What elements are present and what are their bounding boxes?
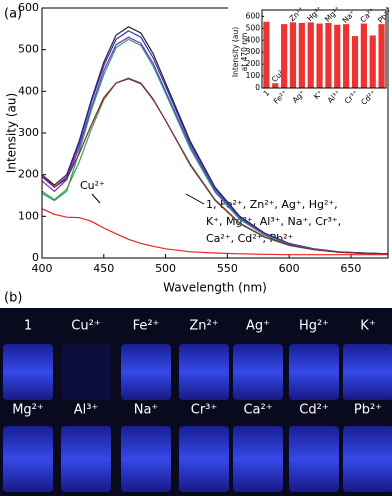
x-tick-label: 450: [93, 262, 114, 275]
y-tick-label: 300: [18, 126, 39, 139]
vial: [121, 426, 171, 492]
vial: [343, 344, 392, 400]
inset-chart: Intensity (au) at 470 nm 0 100 200 300 400 50…: [228, 5, 392, 128]
vial: [233, 426, 283, 492]
photo-label: Pb²⁺: [354, 403, 382, 418]
vial: [343, 426, 392, 492]
inset-background: [228, 6, 386, 128]
photo-label: Cu²⁺: [71, 319, 100, 334]
bar: [369, 35, 376, 88]
vial: [3, 344, 53, 400]
annotation: Cu²⁺: [80, 179, 105, 192]
bar: [334, 24, 341, 88]
y-tick-label: 0: [32, 251, 39, 264]
bar: [351, 36, 359, 88]
inset-y-label: Intensity (au): [231, 27, 240, 77]
x-tick-label: 500: [155, 262, 176, 275]
photo-label: Hg²⁺: [299, 319, 329, 334]
panel-label: (a): [4, 7, 22, 22]
y-tick-label: 200: [18, 168, 39, 181]
annotation: Ca²⁺, Cd²⁺, Pb²⁺: [206, 232, 294, 245]
inset-y-tick-label: 200: [246, 59, 261, 68]
bar: [289, 22, 297, 88]
vial: [289, 344, 339, 400]
bar: [378, 24, 385, 88]
annotation-arrow: [91, 193, 101, 204]
photo-label: Ca²⁺: [243, 403, 272, 418]
inset-y-tick-label: 300: [246, 47, 261, 56]
inset-x-label: 1: [262, 88, 272, 98]
inset-y-tick-label: 600: [246, 11, 261, 20]
vial: [3, 426, 53, 492]
annotation: 1, Fe²⁺, Zn²⁺, Ag⁺, Hg²⁺,: [206, 198, 338, 211]
bar: [281, 24, 288, 88]
inset-y-label: at 470 nm: [240, 33, 249, 72]
y-tick-label: 100: [18, 209, 39, 222]
annotation: K⁺, Mg²⁺, Al³⁺, Na⁺, Cr³⁺,: [206, 215, 341, 228]
vial: [289, 426, 339, 492]
photo-label: K⁺: [360, 319, 375, 334]
x-tick-label: 600: [279, 262, 300, 275]
photo: 1 Cu²⁺ Fe²⁺ Zn²⁺ Ag⁺ Hg²⁺ K⁺ Mg²⁺ Al³⁺ Na⁺ Cr³⁺ Ca²…: [0, 308, 392, 496]
vial: [233, 344, 283, 400]
y-tick-label: 500: [18, 43, 39, 56]
bar: [263, 21, 270, 88]
annotation-arrow: [185, 193, 205, 205]
plot-frame: [41, 7, 389, 259]
bar: [307, 22, 314, 88]
vial: [61, 344, 111, 400]
vial: [179, 426, 229, 492]
vial: [61, 426, 111, 492]
bar: [272, 83, 279, 88]
photo-label: Ag⁺: [246, 319, 270, 334]
photo-label: Na⁺: [134, 403, 159, 418]
vial: [121, 344, 171, 400]
x-tick-label: 400: [32, 262, 53, 275]
bar: [298, 22, 305, 88]
y-tick-label: 400: [18, 84, 39, 97]
photo-label: 1: [24, 319, 32, 334]
photo-label: Cr³⁺: [191, 403, 218, 418]
photo-label: Mg²⁺: [12, 403, 44, 418]
y-axis-label: Intensity (au): [5, 93, 19, 173]
photo-label: Cd²⁺: [299, 403, 328, 418]
bar: [360, 23, 367, 89]
spectrum-line: [41, 208, 388, 256]
inset-frame: [261, 9, 387, 89]
y-tick-label: 600: [18, 1, 39, 14]
inset-y-tick-label: 500: [246, 23, 261, 32]
photo-label: Al³⁺: [74, 403, 99, 418]
spectrum-line: [41, 78, 389, 255]
vial: [179, 344, 229, 400]
photo-label: Fe²⁺: [133, 319, 160, 334]
bar: [316, 23, 323, 89]
inset-y-tick-label: 400: [246, 35, 261, 44]
inset-y-tick-label: 0: [255, 83, 260, 92]
panel-label: (b): [4, 291, 22, 306]
bar: [343, 24, 350, 88]
photo-label: Zn²⁺: [189, 319, 218, 334]
main-chart: Intensity (au) Wavelength (nm) Cu²⁺ 1, F…: [5, 1, 389, 295]
x-tick-label: 550: [217, 262, 238, 275]
inset-y-tick-label: 100: [246, 71, 261, 80]
x-axis-label: Wavelength (nm): [163, 281, 267, 295]
bar: [325, 22, 332, 88]
x-tick-label: 650: [340, 262, 361, 275]
